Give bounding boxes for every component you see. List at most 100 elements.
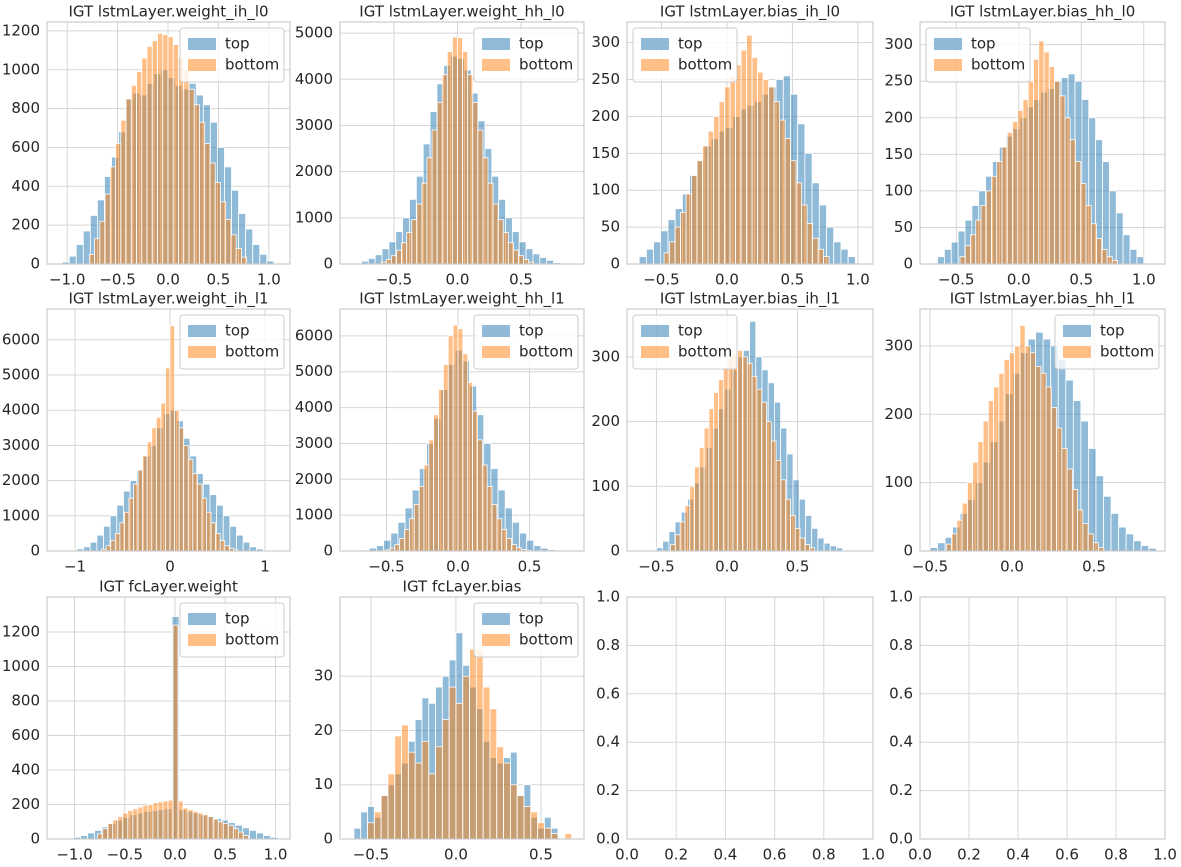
- histogram-bar: [680, 211, 687, 265]
- histogram-bar: [970, 234, 977, 265]
- y-tick-label: 0.6: [596, 684, 620, 702]
- histogram-bar: [1110, 513, 1119, 552]
- y-tick-label: 200: [884, 405, 913, 423]
- histogram-bar: [160, 402, 166, 552]
- x-tick-label: 0.0: [715, 271, 739, 289]
- axes-frame: [626, 308, 874, 552]
- histogram-bar: [232, 828, 239, 840]
- histogram-bar: [1019, 325, 1026, 552]
- histogram-bar: [972, 461, 979, 552]
- y-tick-label: 0: [323, 830, 333, 848]
- histogram-bar: [817, 248, 825, 265]
- axes-frame: [46, 21, 291, 265]
- histogram-bar: [669, 241, 676, 265]
- histogram-bar: [183, 69, 190, 265]
- legend-label: bottom: [678, 56, 732, 74]
- histogram-bar: [137, 469, 144, 552]
- axes-frame: [46, 596, 291, 840]
- histogram-bar: [751, 57, 758, 265]
- y-tick-label: 0.8: [596, 636, 620, 654]
- histogram-bar: [214, 182, 221, 265]
- x-tick-label: 1.0: [1153, 846, 1177, 864]
- histogram-bar: [689, 485, 695, 552]
- histogram-bar: [775, 460, 782, 552]
- legend-label: top: [225, 322, 250, 340]
- histogram-bar: [141, 57, 148, 265]
- y-tick-label: 0: [30, 830, 40, 848]
- y-tick-label: 1.0: [596, 588, 620, 606]
- histogram-bar: [120, 119, 127, 265]
- histogram-bar: [790, 160, 797, 265]
- y-tick-label: 6000: [2, 330, 40, 348]
- histogram-bar: [435, 746, 443, 840]
- histogram-bar: [146, 46, 153, 265]
- subplot-title: IGT fcLayer.weight: [99, 578, 238, 596]
- y-tick-label: 4000: [295, 70, 333, 88]
- x-tick-label: 0.0: [156, 271, 180, 289]
- histogram-bar: [937, 256, 945, 265]
- histogram-bar: [408, 518, 415, 552]
- histogram-bar: [475, 648, 484, 840]
- histogram-bar: [1006, 131, 1013, 265]
- histogram-bar: [1014, 345, 1021, 552]
- y-tick-label: 200: [11, 795, 40, 813]
- y-tick-label: 200: [591, 412, 620, 430]
- histogram-bar: [801, 204, 808, 265]
- subplot-title: IGT lstmLayer.bias_hh_l1: [950, 290, 1136, 309]
- histogram-bar: [169, 325, 175, 552]
- x-tick-label: 0.5: [518, 558, 542, 576]
- legend: top bottom: [179, 602, 285, 658]
- subplot-title: IGT lstmLayer.weight_hh_l1: [359, 290, 564, 309]
- histogram-bar: [829, 545, 837, 552]
- y-tick-label: 0.2: [889, 781, 913, 799]
- histogram-bar: [847, 256, 856, 265]
- x-tick-label: 0.5: [1069, 271, 1093, 289]
- axes-frame: [919, 308, 1166, 552]
- histogram-bar: [127, 810, 134, 840]
- histogram-bar: [207, 816, 214, 840]
- histogram-bar: [431, 129, 438, 265]
- legend-label: top: [225, 35, 250, 53]
- histogram-bar: [122, 812, 129, 840]
- y-tick-label: 100: [884, 473, 913, 491]
- x-tick-label: 0.0: [444, 846, 468, 864]
- histogram-bar: [376, 545, 385, 552]
- histogram-bar: [142, 804, 149, 840]
- histogram-bar: [229, 525, 237, 552]
- histogram-bar: [197, 812, 204, 840]
- histogram-bar: [172, 44, 179, 265]
- histogram-bar: [426, 157, 433, 265]
- histogram-bar: [167, 799, 174, 840]
- histogram-bar: [237, 831, 244, 840]
- histogram-bar: [956, 519, 963, 552]
- x-tick-label: 0.4: [1006, 846, 1030, 864]
- legend-swatch: [188, 38, 216, 50]
- axes-frame: [46, 308, 291, 552]
- legend-swatch: [482, 613, 510, 625]
- histogram-bar: [543, 827, 552, 840]
- legend-swatch: [482, 634, 510, 646]
- histogram-bar: [482, 157, 489, 265]
- histogram-bar: [151, 40, 158, 265]
- histogram-bar: [448, 686, 457, 840]
- histogram-bar: [691, 175, 698, 265]
- histogram-bar: [249, 546, 257, 552]
- y-tick-label: 0: [610, 542, 620, 560]
- histogram-bar: [1033, 58, 1040, 265]
- x-tick-label: 0.8: [1104, 846, 1128, 864]
- histogram-bar: [937, 542, 946, 552]
- y-tick-label: 50: [601, 218, 620, 236]
- histogram-bar: [492, 203, 499, 265]
- y-tick-label: 600: [11, 138, 40, 156]
- histogram-bar: [446, 51, 453, 265]
- histogram-bar: [387, 773, 396, 840]
- legend-swatch: [482, 325, 510, 337]
- histogram-bar: [1048, 66, 1055, 265]
- histogram-bar: [1096, 238, 1103, 265]
- legend-swatch: [641, 325, 669, 337]
- histogram-bar: [670, 544, 676, 552]
- histogram-bar: [1027, 80, 1034, 265]
- legend-swatch: [188, 346, 216, 358]
- histogram-bar: [537, 822, 545, 840]
- x-tick-label: −0.5: [912, 558, 948, 576]
